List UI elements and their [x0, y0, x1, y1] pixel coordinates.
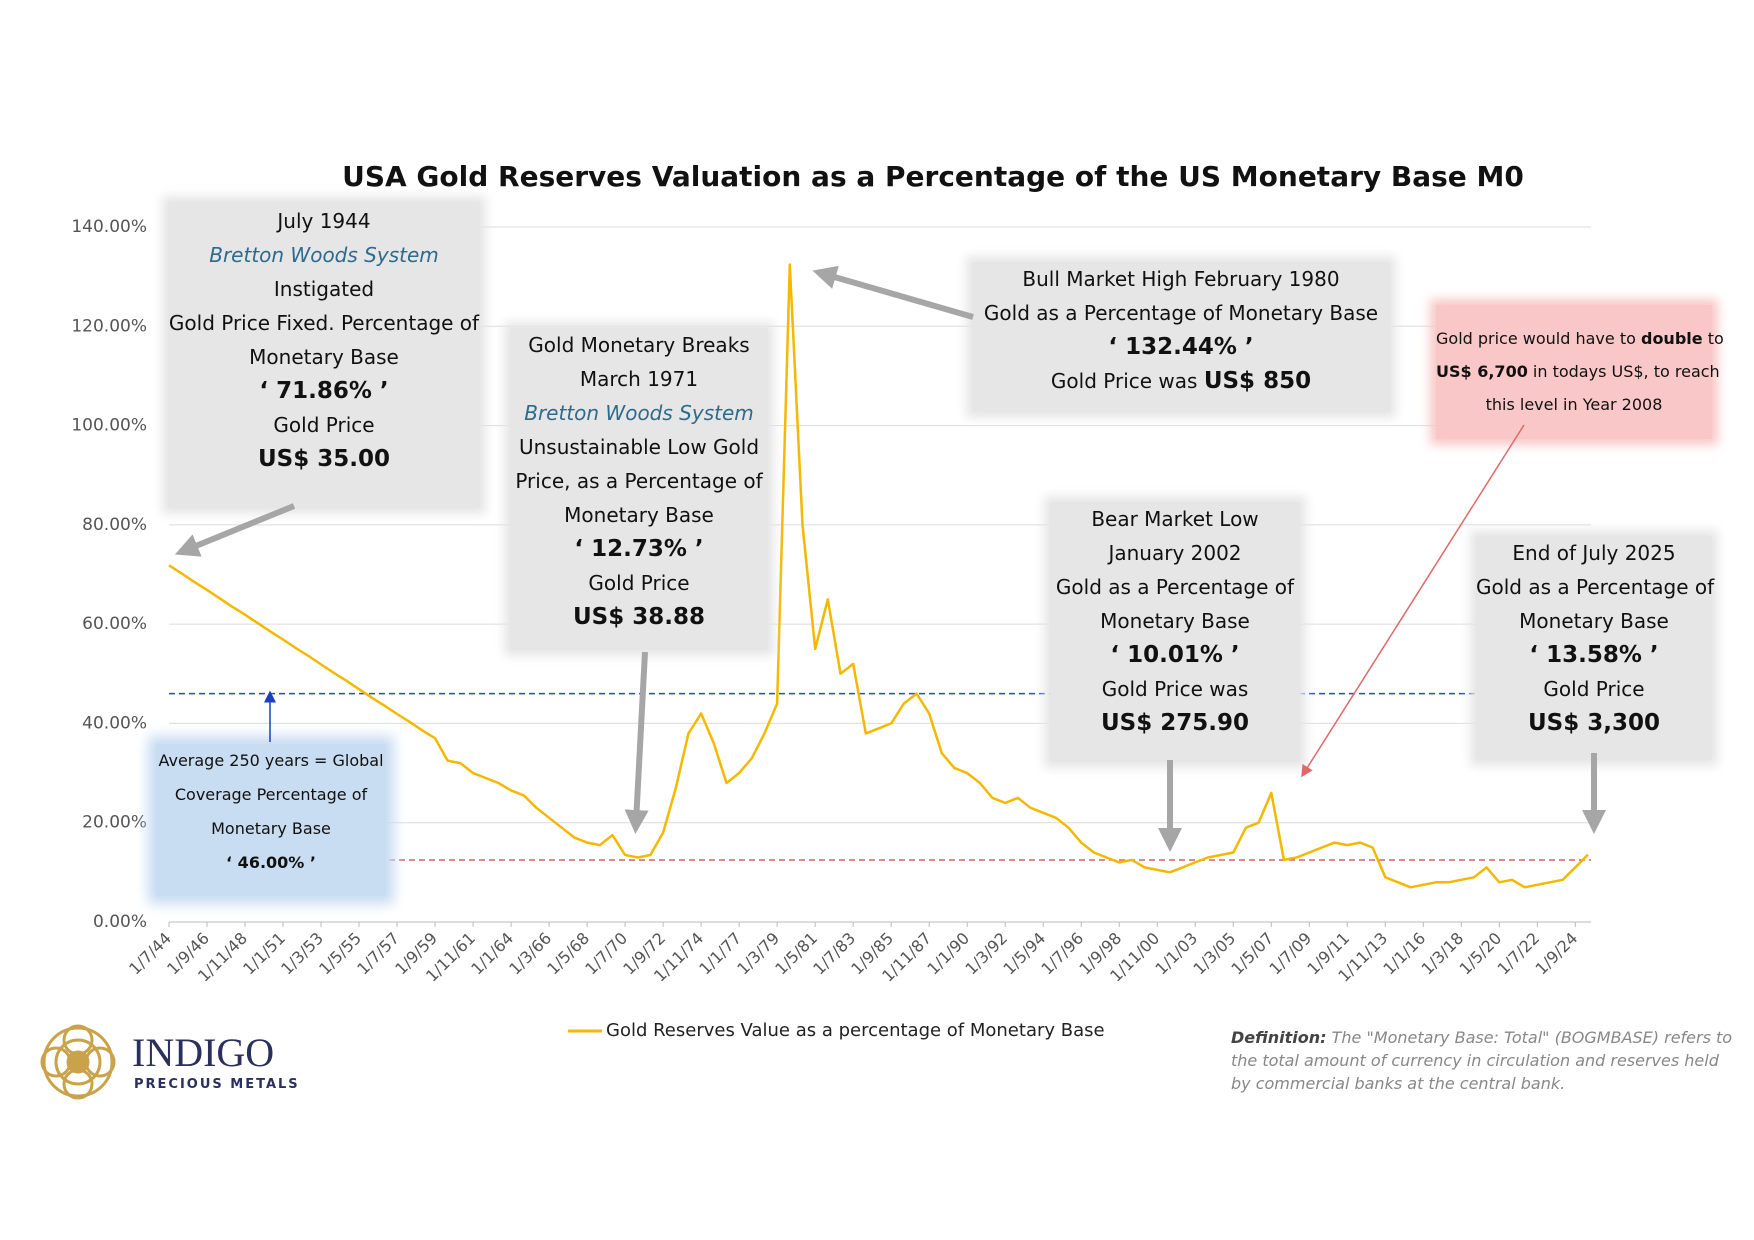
annotation-box: Bull Market High February 1980 Gold as a… — [972, 262, 1390, 412]
annotation-line: Bretton Woods System — [524, 401, 754, 425]
x-tick-label: 1/5/94 — [999, 929, 1049, 979]
annotation-line: End of July 2025 — [1512, 541, 1676, 565]
annotation-line: Gold Price Fixed. Percentage of — [168, 311, 480, 335]
chart-title: USA Gold Reserves Valuation as a Percent… — [342, 160, 1524, 193]
annotation-line: ‘ 10.01% ’ — [1110, 642, 1240, 668]
x-tick-label: 1/7/83 — [809, 929, 859, 979]
annotation-line: Gold as a Percentage of Monetary Base — [983, 301, 1379, 325]
annotation-line: Monetary Base — [249, 345, 399, 369]
annotation-line: Average 250 years = Global — [158, 751, 384, 770]
annotation-line: US$ 35.00 — [257, 446, 390, 472]
annotation-line: Bretton Woods System — [209, 243, 439, 267]
data-line — [168, 263, 1589, 889]
annotation-line: US$ 6,700 — [1436, 362, 1528, 381]
annotation-box: Average 250 years = Global Coverage Perc… — [156, 744, 386, 896]
definition: Definition: The "Monetary Base: Total" (… — [1231, 1026, 1741, 1095]
annotation-line: ‘ 13.58% ’ — [1529, 642, 1659, 668]
annotation-line: in todays US$, to reach — [1527, 362, 1720, 381]
x-tick-label: 1/3/18 — [1417, 929, 1467, 979]
annotation-line: Instigated — [273, 277, 375, 301]
y-tick-label: 80.00% — [82, 515, 147, 535]
y-tick-label: 0.00% — [93, 912, 147, 932]
x-tick-label: 1/3/66 — [505, 929, 555, 979]
definition-label: Definition: — [1231, 1028, 1327, 1047]
annotation-line: double — [1640, 329, 1703, 348]
x-tick-label: 1/5/81 — [771, 929, 821, 979]
annotation-line: US$ 3,300 — [1527, 710, 1660, 736]
annotation-line: Gold Price was — [1050, 369, 1204, 393]
x-tick-label: 1/1/16 — [1379, 929, 1429, 979]
annotation-line: Monetary Base — [1519, 609, 1669, 633]
annotation-box: Bear Market Low January 2002 Gold as a P… — [1050, 502, 1300, 762]
annotation-line: US$ 850 — [1203, 368, 1312, 394]
annotation-line: Bull Market High February 1980 — [1022, 267, 1340, 291]
annotation-box: End of July 2025 Gold as a Percentage of… — [1476, 536, 1715, 760]
annotation-box: July 1944 Bretton Woods System Instigate… — [168, 202, 480, 508]
annotation-line: this level in Year 2008 — [1485, 395, 1663, 414]
annotation-line: Gold Price was — [1101, 677, 1249, 701]
x-tick-label: 1/1/51 — [239, 929, 289, 979]
x-tick-label: 1/3/53 — [277, 929, 327, 979]
annotation-line: January 2002 — [1108, 541, 1242, 565]
annotation-line: to — [1702, 329, 1724, 348]
annotation-line: Price, as a Percentage of — [515, 469, 763, 493]
x-tick-label: 1/7/22 — [1493, 929, 1543, 979]
x-tick-label: 1/5/55 — [315, 929, 365, 979]
annotation-line: US$ 275.90 — [1100, 710, 1249, 736]
annotation-line: ‘ 46.00% ’ — [226, 853, 316, 872]
annotation-line: Monetary Base — [1100, 609, 1250, 633]
x-tick-label: 1/7/44 — [125, 929, 175, 979]
x-tick-label: 1/1/03 — [1151, 929, 1201, 979]
y-tick-label: 60.00% — [82, 614, 147, 634]
annotation-line: Monetary Base — [211, 819, 331, 838]
annotation-line: Monetary Base — [564, 503, 714, 527]
annotation-line: ‘ 71.86% ’ — [259, 378, 389, 404]
x-tick-label: 1/3/92 — [961, 929, 1011, 979]
annotation-line: July 1944 — [277, 209, 371, 233]
annotation-line: March 1971 — [579, 367, 699, 391]
annotation-box: Gold Monetary Breaks March 1971 Bretton … — [510, 328, 768, 650]
legend-label: Gold Reserves Value as a percentage of M… — [606, 1020, 1105, 1041]
annotation-line: Gold as a Percentage of — [1055, 575, 1295, 599]
definition-text: The "Monetary Base: Total" (BOGMBASE) re… — [1231, 1028, 1733, 1093]
y-tick-label: 20.00% — [82, 813, 147, 833]
y-tick-label: 140.00% — [71, 217, 147, 237]
annotation-line: ‘ 12.73% ’ — [574, 536, 704, 562]
annotation-line: Gold price would have to — [1436, 329, 1641, 348]
annotation-line: Coverage Percentage of — [174, 785, 368, 804]
annotation-line: Unsustainable Low Gold — [518, 435, 760, 459]
x-tick-label: 1/7/70 — [581, 929, 631, 979]
x-tick-label: 1/5/20 — [1455, 929, 1505, 979]
x-tick-label: 1/1/64 — [467, 929, 517, 979]
x-tick-label: 1/7/57 — [353, 929, 403, 979]
x-tick-label: 1/5/07 — [1227, 929, 1277, 979]
annotation-box: Gold price would have to double to US$ 6… — [1436, 305, 1724, 439]
annotation-line: ‘ 132.44% ’ — [1108, 334, 1254, 360]
annotation-line: US$ 38.88 — [572, 604, 705, 630]
y-tick-label: 120.00% — [71, 316, 147, 336]
x-tick-label: 1/9/24 — [1531, 929, 1581, 979]
annotation-line: Gold Monetary Breaks — [528, 333, 750, 357]
x-tick-label: 1/3/79 — [733, 929, 783, 979]
annotation-line: Gold Price — [273, 413, 375, 437]
x-tick-label: 1/1/77 — [695, 929, 745, 979]
annotation-line: Bear Market Low — [1091, 507, 1259, 531]
x-tick-label: 1/7/96 — [1037, 929, 1087, 979]
annotation-line: Gold Price — [588, 571, 690, 595]
y-tick-label: 40.00% — [82, 713, 147, 733]
y-tick-label: 100.00% — [71, 416, 147, 436]
x-tick-label: 1/7/09 — [1265, 929, 1315, 979]
annotation-line: Gold as a Percentage of — [1476, 575, 1715, 599]
x-tick-label: 1/3/05 — [1189, 929, 1239, 979]
annotation-line: Gold Price — [1543, 677, 1645, 701]
x-tick-label: 1/5/68 — [543, 929, 593, 979]
x-tick-label: 1/1/90 — [923, 929, 973, 979]
